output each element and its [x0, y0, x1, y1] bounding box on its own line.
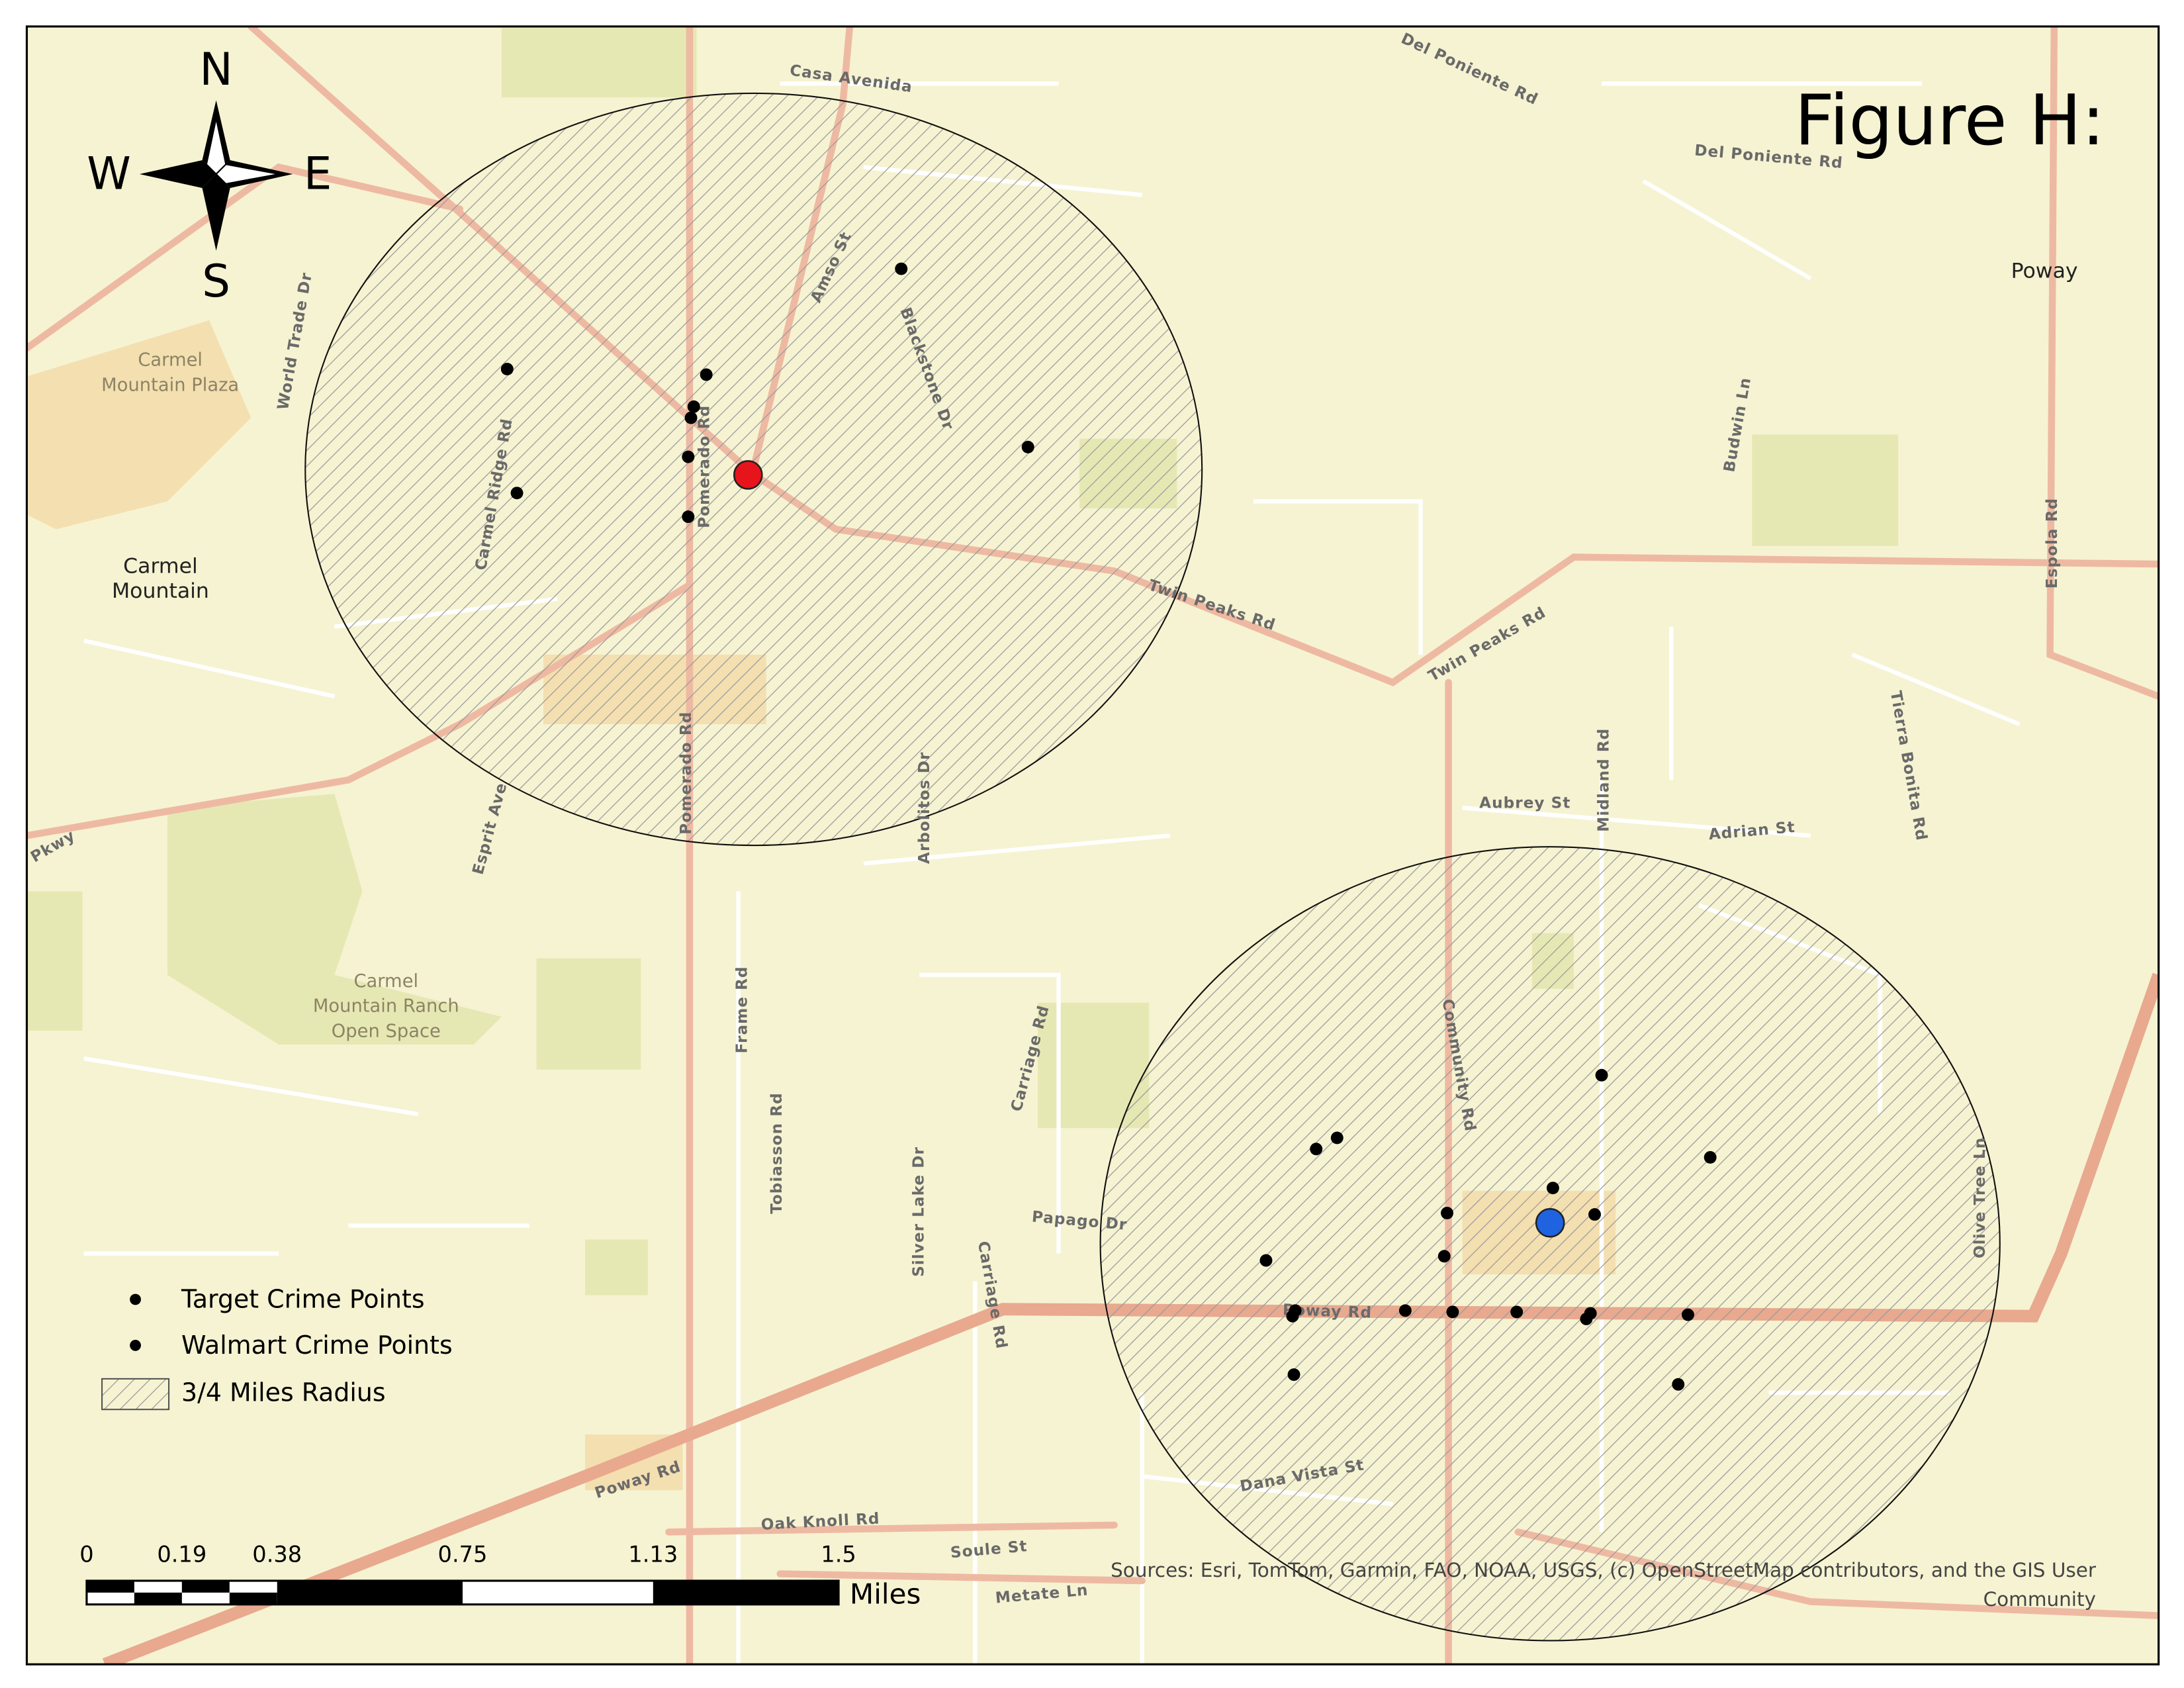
compass-n: N [199, 44, 232, 95]
crime-point [895, 262, 908, 275]
compass-w: W [87, 148, 131, 200]
crime-points [500, 262, 1717, 1391]
road-label: Midland Rd [1596, 728, 1613, 832]
crime-point [700, 368, 713, 381]
map-frame [25, 25, 2160, 1665]
road-label: Pomerado Rd [696, 405, 713, 528]
crime-point [1259, 1254, 1273, 1267]
scale-tick-label: 0 [79, 1542, 93, 1568]
legend-hatch [101, 1378, 170, 1411]
scale-tick-label: 1.13 [628, 1542, 678, 1568]
legend-label: 3/4 Miles Radius [181, 1378, 386, 1407]
scale-tick-label: 0.75 [438, 1542, 488, 1568]
crime-point [1588, 1208, 1601, 1221]
crime-point [682, 450, 695, 463]
map-title: Figure H: [1794, 79, 2105, 161]
crime-point [1330, 1131, 1343, 1145]
compass-s: S [202, 256, 230, 307]
crime-point [510, 487, 523, 500]
crime-point [1287, 1368, 1300, 1382]
crime-point [687, 400, 700, 413]
place-label: Carmel [353, 971, 418, 992]
road-label: Espola Rd [2044, 498, 2061, 588]
crime-point [1437, 1250, 1451, 1263]
crime-point [1510, 1305, 1524, 1319]
scale-tick-label: 0.19 [157, 1542, 206, 1568]
road-label: Silver Lake Dr [911, 1147, 928, 1277]
crime-point [684, 411, 698, 424]
crime-point [1441, 1207, 1453, 1220]
place-label: Open Space [332, 1021, 441, 1042]
legend-label: Target Crime Points [181, 1285, 425, 1314]
scale-segment [229, 1592, 277, 1605]
crime-point [1446, 1305, 1459, 1319]
sources: Sources: Esri, TomTom, Garmin, FAO, NOAA… [1111, 1559, 2097, 1581]
crime-point [1704, 1150, 1717, 1164]
scale-segment [653, 1580, 839, 1605]
scale-tick-label: 0.38 [252, 1542, 302, 1568]
scale-segment [86, 1580, 134, 1593]
road-label: Olive Tree Ln [1972, 1137, 1989, 1258]
crime-point [1595, 1068, 1608, 1082]
road-label: Pomerado Rd [678, 712, 695, 835]
compass-e: E [304, 148, 332, 200]
road-label: Tobiasson Rd [768, 1092, 786, 1214]
radius-buffer [1099, 846, 2001, 1642]
target-store [733, 460, 763, 490]
place-label: Mountain Plaza [101, 375, 239, 395]
crime-point [1398, 1304, 1412, 1317]
place-label: Poway [2011, 259, 2078, 283]
place-label: Mountain [112, 579, 209, 603]
legend-dot [130, 1340, 141, 1351]
road-label: Arbolitos Dr [916, 752, 933, 865]
scale-unit: Miles [850, 1578, 921, 1611]
place-label: Carmel [138, 350, 203, 370]
crime-point [1546, 1182, 1559, 1195]
sources: Community [1983, 1588, 2096, 1611]
place-label: Mountain Ranch [313, 996, 459, 1017]
road-label: Aubrey St [1479, 794, 1570, 812]
crime-point [1021, 440, 1034, 453]
road-label: Frame Rd [733, 966, 751, 1053]
crime-point [1310, 1143, 1323, 1156]
walmart-store [1535, 1207, 1565, 1238]
legend-label: Walmart Crime Points [181, 1331, 453, 1360]
crime-point [1286, 1309, 1299, 1323]
legend: Target Crime Points Walmart Crime Points… [101, 1285, 453, 1411]
crime-point [1682, 1308, 1694, 1321]
legend-dot [130, 1293, 141, 1305]
scale-segment [134, 1592, 182, 1605]
scale-bar: 0 0.19 0.38 0.75 1.13 1.5 Miles [79, 1542, 921, 1611]
crime-point [1672, 1378, 1685, 1391]
compass: N S E W [87, 44, 332, 307]
place-label: Carmel [123, 554, 198, 578]
crime-point [500, 363, 514, 376]
scale-tick-label: 1.5 [821, 1542, 856, 1568]
scale-segment [277, 1580, 463, 1605]
crime-point [682, 510, 695, 524]
crime-point [1580, 1312, 1593, 1325]
scale-segment [181, 1580, 230, 1593]
